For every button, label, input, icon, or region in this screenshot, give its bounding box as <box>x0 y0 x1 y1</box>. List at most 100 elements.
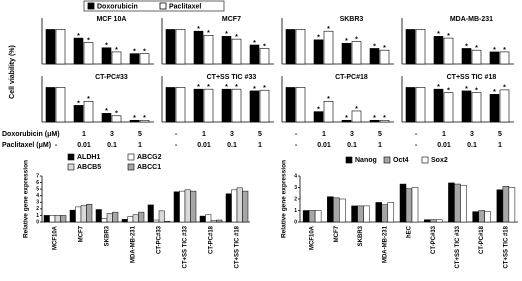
bar <box>221 88 232 123</box>
bar <box>399 183 407 223</box>
legend-swatch <box>345 156 353 164</box>
bar <box>379 119 390 123</box>
dose-value: - <box>55 131 58 138</box>
bar <box>314 210 322 223</box>
dose-value: 1 <box>138 142 142 149</box>
significance: * <box>87 37 90 44</box>
legend-label: ALDH1 <box>77 154 100 161</box>
legend-label: Paclitaxel <box>169 3 201 10</box>
bar <box>184 189 191 223</box>
bar <box>175 29 186 65</box>
x-tick-label: SKBR3 <box>105 225 111 246</box>
dose-value: - <box>55 142 58 149</box>
bar <box>242 190 249 223</box>
significance: * <box>197 26 200 33</box>
bar <box>199 215 206 223</box>
panel-title: SKBR3 <box>340 16 364 23</box>
bar <box>139 119 150 123</box>
bar <box>231 38 242 65</box>
y-axis-label: Cell viability (%) <box>9 45 16 99</box>
bar <box>127 216 134 223</box>
dose-value: 1 <box>258 142 262 149</box>
bar <box>259 48 270 65</box>
significance: * <box>327 96 330 103</box>
bar <box>231 189 238 223</box>
bar <box>484 211 491 223</box>
significance: * <box>115 111 118 118</box>
bar <box>179 190 186 223</box>
bar <box>313 111 324 123</box>
bar <box>499 89 510 123</box>
legend-label: Oct4 <box>393 157 409 164</box>
panel-title: CT+SS TIC #18 <box>447 74 497 81</box>
bar <box>69 209 76 223</box>
panel-title: MCF 10A <box>96 16 126 23</box>
legend-label: Nanog <box>355 157 377 164</box>
bar <box>433 88 444 123</box>
bar <box>471 92 482 123</box>
panel-title: CT-PC#18 <box>335 74 368 81</box>
bar <box>429 219 437 223</box>
bar <box>405 188 413 223</box>
legend-swatch <box>159 2 167 10</box>
bar <box>45 87 56 123</box>
bar <box>433 36 444 65</box>
bar <box>411 187 419 223</box>
x-tick-label: hEC <box>407 225 413 238</box>
bar <box>327 196 334 223</box>
bar <box>341 42 352 65</box>
bar <box>454 183 461 223</box>
bar <box>448 182 455 223</box>
bar <box>111 115 122 123</box>
significance: * <box>197 84 200 91</box>
bar <box>461 90 472 123</box>
bar <box>45 29 56 65</box>
bar <box>190 190 197 223</box>
bar <box>323 30 334 65</box>
bar <box>43 215 50 223</box>
dose-value: 1 <box>82 131 86 138</box>
bar <box>175 87 186 123</box>
bar <box>129 119 140 123</box>
dose-value: 0.1 <box>467 142 477 149</box>
y-tick-label: 2 <box>36 206 39 212</box>
bar <box>158 210 165 223</box>
significance: * <box>493 89 496 96</box>
bar <box>387 202 395 223</box>
bar <box>285 87 296 123</box>
bar <box>308 210 316 223</box>
significance: * <box>253 86 256 93</box>
x-tick-label: CT+SS TIC #18 <box>235 225 241 268</box>
legend-box <box>83 0 225 12</box>
bar <box>249 90 260 123</box>
significance: * <box>77 100 80 107</box>
bar <box>405 87 416 123</box>
bar <box>499 51 510 65</box>
y-tick-label: 3 <box>36 200 39 206</box>
bar <box>443 37 454 65</box>
significance: * <box>253 40 256 47</box>
dose-value: 5 <box>498 131 502 138</box>
bar <box>83 42 94 65</box>
x-tick-label: MCF10A <box>53 225 59 250</box>
y-tick-label: 7 <box>36 173 39 179</box>
bar <box>73 37 84 65</box>
bar <box>83 100 94 123</box>
bar <box>405 29 416 65</box>
x-tick-label: CT-PC#33 <box>157 225 163 254</box>
dose-value: 3 <box>230 131 234 138</box>
x-tick-label: MCF10A <box>310 225 316 250</box>
y-tick-label: 0 <box>294 219 297 225</box>
bar <box>112 211 119 223</box>
bar <box>249 44 260 65</box>
y-axis-label: Relative gene expression <box>281 160 288 238</box>
bar <box>313 39 324 65</box>
bar <box>369 119 380 123</box>
legend-swatch <box>87 2 95 10</box>
dose-value: 5 <box>378 131 382 138</box>
significance: * <box>475 45 478 52</box>
dose-value: 0.1 <box>227 142 237 149</box>
significance: * <box>447 33 450 40</box>
bar <box>472 211 479 223</box>
legend-label: ABCG2 <box>137 154 162 161</box>
